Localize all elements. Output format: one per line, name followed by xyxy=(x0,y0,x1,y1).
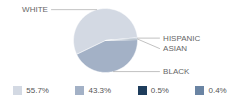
svg-text:BLACK: BLACK xyxy=(163,67,190,76)
html-text:0.5%: 0.5% xyxy=(150,85,169,95)
svg-text:HISPANIC: HISPANIC xyxy=(163,34,200,43)
svg-text:WHITE: WHITE xyxy=(22,5,48,14)
svg-text:ASIAN: ASIAN xyxy=(163,44,187,53)
html-text:0.4%: 0.4% xyxy=(208,85,227,95)
html-text:43.3%: 43.3% xyxy=(88,85,112,95)
html-text:55.7%: 55.7% xyxy=(26,85,49,95)
